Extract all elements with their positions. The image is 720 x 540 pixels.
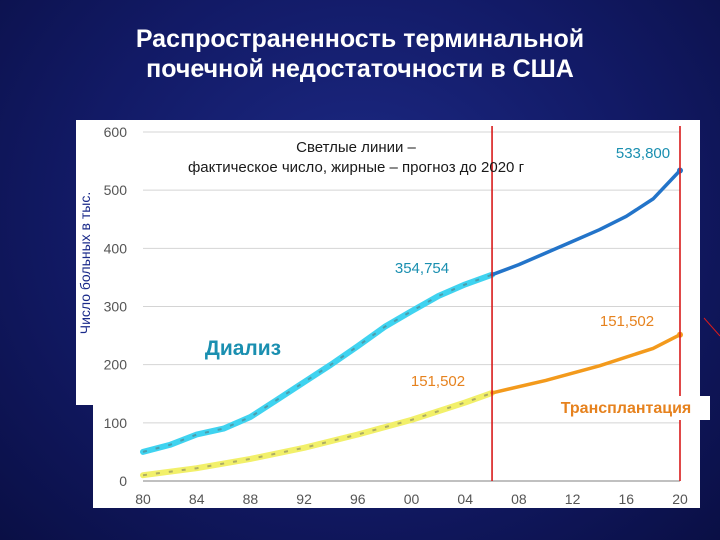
y-tick-label-600: 600 xyxy=(104,124,128,140)
y-tick-label-500: 500 xyxy=(104,182,128,198)
dial-2020-label: 533,800 xyxy=(616,145,670,162)
x-tick-label-20: 20 xyxy=(672,491,688,507)
tx-name-label: Трансплантация xyxy=(561,400,692,417)
transplant-forecast-line xyxy=(490,332,682,395)
dialysis-forecast-line xyxy=(490,168,682,277)
x-tick-label-04: 04 xyxy=(457,491,473,507)
x-tick-label-88: 88 xyxy=(243,491,259,507)
edge-accent-line xyxy=(703,317,720,337)
dialysis-actual-line-texture xyxy=(142,273,493,453)
x-tick-label-00: 00 xyxy=(404,491,420,507)
chart-panel xyxy=(93,120,700,508)
y-tick-label-100: 100 xyxy=(104,415,128,431)
tx-2020-label: 151,502 xyxy=(600,313,654,330)
dialysis-actual-line xyxy=(140,271,496,455)
dial-name-label: Диализ xyxy=(205,337,281,360)
note-line-1: Светлые линии – xyxy=(296,139,416,156)
dial-2006-label: 354,754 xyxy=(395,260,449,277)
note-line-2: фактическое число, жирные – прогноз до 2… xyxy=(188,159,525,176)
title-line-1: Распространенность терминальной xyxy=(135,25,585,53)
x-tick-label-92: 92 xyxy=(296,491,312,507)
x-tick-label-96: 96 xyxy=(350,491,366,507)
transplant-actual-line xyxy=(140,389,496,479)
tx-name-label-bg xyxy=(542,396,710,420)
slide-title: Распространенность терминальной почечной… xyxy=(60,24,660,84)
x-tick-label-80: 80 xyxy=(135,491,151,507)
x-tick-label-84: 84 xyxy=(189,491,205,507)
y-tick-label-400: 400 xyxy=(104,240,128,256)
x-tick-label-12: 12 xyxy=(565,491,581,507)
y-tick-label-300: 300 xyxy=(104,299,128,315)
title-line-2: почечной недостаточности в США xyxy=(146,55,574,83)
x-tick-label-08: 08 xyxy=(511,491,527,507)
y-axis-title-box: Число больных в тыс. xyxy=(76,120,93,405)
tx-2006-label: 151,502 xyxy=(411,373,465,390)
x-tick-label-16: 16 xyxy=(619,491,635,507)
y-tick-label-0: 0 xyxy=(119,473,127,489)
y-tick-label-200: 200 xyxy=(104,357,128,373)
